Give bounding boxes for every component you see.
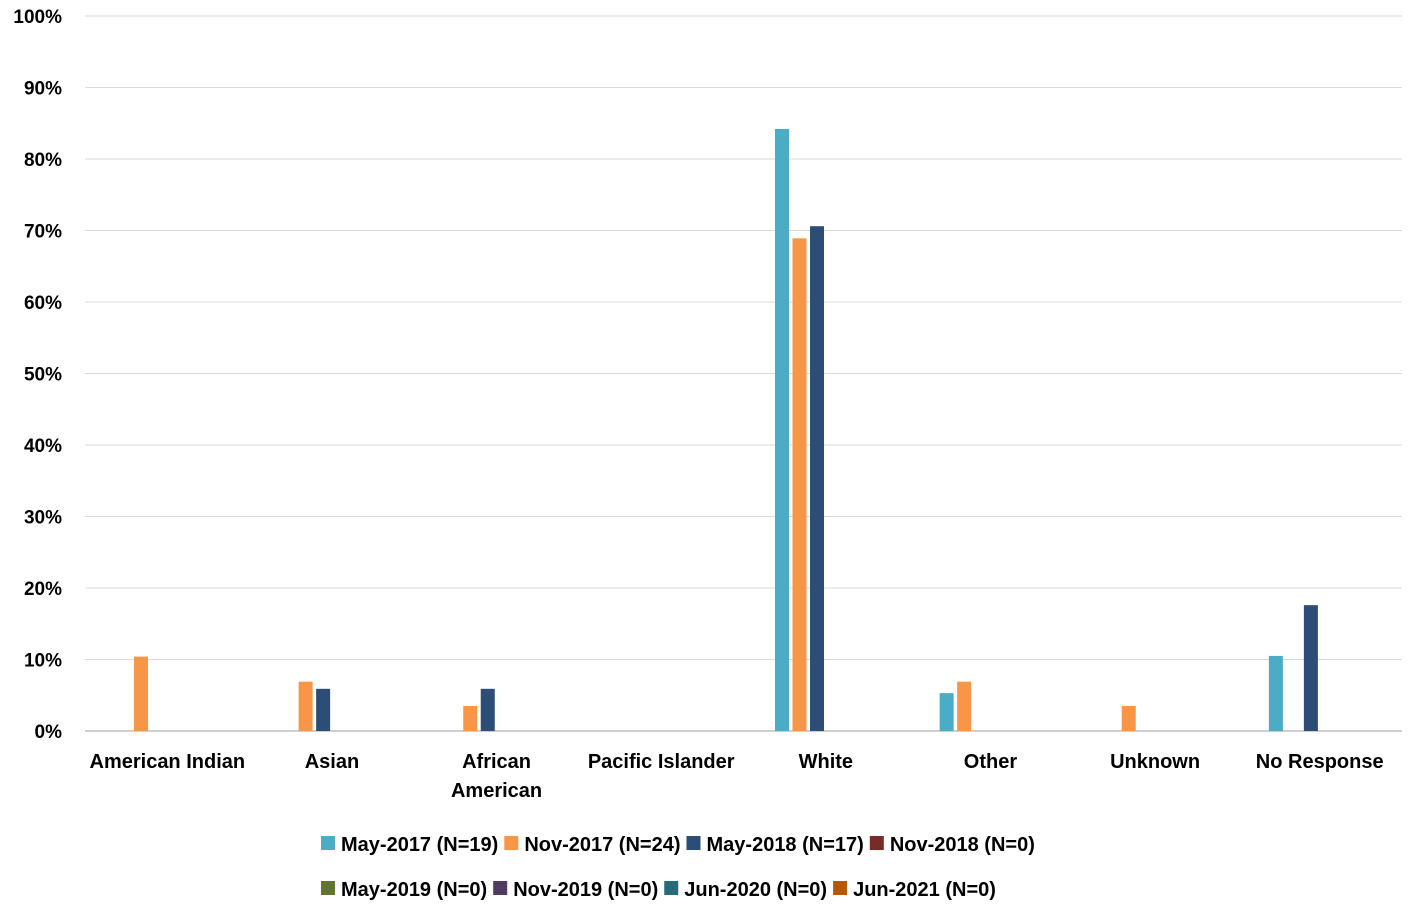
legend-label: Nov-2017 (N=24) [524,834,680,856]
legend-label: Jun-2020 (N=0) [684,879,827,901]
legend: May-2017 (N=19) Nov-2017 (N=24) May-2018 (… [321,834,1035,901]
bar [775,128,789,732]
x-category-label: No Response [1256,751,1384,773]
y-tick-label: 30% [24,508,62,529]
legend-label: May-2017 (N=19) [341,834,498,856]
bar [134,656,148,731]
x-category-label: Asian [305,751,359,773]
gridlines [85,15,1402,732]
x-category-label: Unknown [1110,751,1200,773]
bar [792,238,807,732]
legend-swatch [493,881,508,895]
bar [1121,705,1136,731]
x-category-label: American [451,780,542,802]
bar [939,693,954,731]
y-tick-label: 90% [24,79,62,100]
x-category-label: White [799,751,853,773]
legend-swatch [504,836,519,850]
legend-swatch [869,836,884,850]
x-category-label: American Indian [90,751,246,773]
bars [134,128,1318,732]
bar [316,688,331,731]
legend-label: Nov-2018 (N=0) [890,834,1035,856]
y-tick-label: 100% [13,7,62,28]
y-tick-label: 10% [24,651,62,672]
legend-label: May-2018 (N=17) [707,834,864,856]
x-category-label: Pacific Islander [588,751,735,773]
legend-label: Nov-2019 (N=0) [513,879,658,901]
legend-swatch [833,881,848,895]
bar [1303,605,1318,731]
legend-swatch [321,836,335,850]
x-category-label: Other [964,751,1018,773]
y-tick-label: 40% [24,436,62,457]
y-axis-tick-labels: 0% 10% 20% 30% 40% 50% 60% 70% 80% 90% 100% [13,7,62,743]
y-tick-label: 80% [24,150,62,171]
y-tick-label: 0% [35,722,63,743]
bar [298,681,313,731]
bar [957,681,972,731]
bar [463,705,478,731]
x-axis-category-labels: American Indian Asian African American Pacif… [90,751,1384,802]
legend-swatch [321,881,335,895]
bar [480,688,495,731]
y-tick-label: 50% [24,365,62,386]
legend-label: May-2019 (N=0) [341,879,487,901]
y-tick-label: 20% [24,579,62,600]
y-tick-label: 70% [24,222,62,243]
x-category-label: African [462,751,531,773]
bar [1268,655,1283,731]
legend-label: Jun-2021 (N=0) [853,879,996,901]
bar [810,226,824,731]
legend-swatch [686,836,701,850]
y-tick-label: 60% [24,293,62,314]
legend-swatch [664,881,679,895]
